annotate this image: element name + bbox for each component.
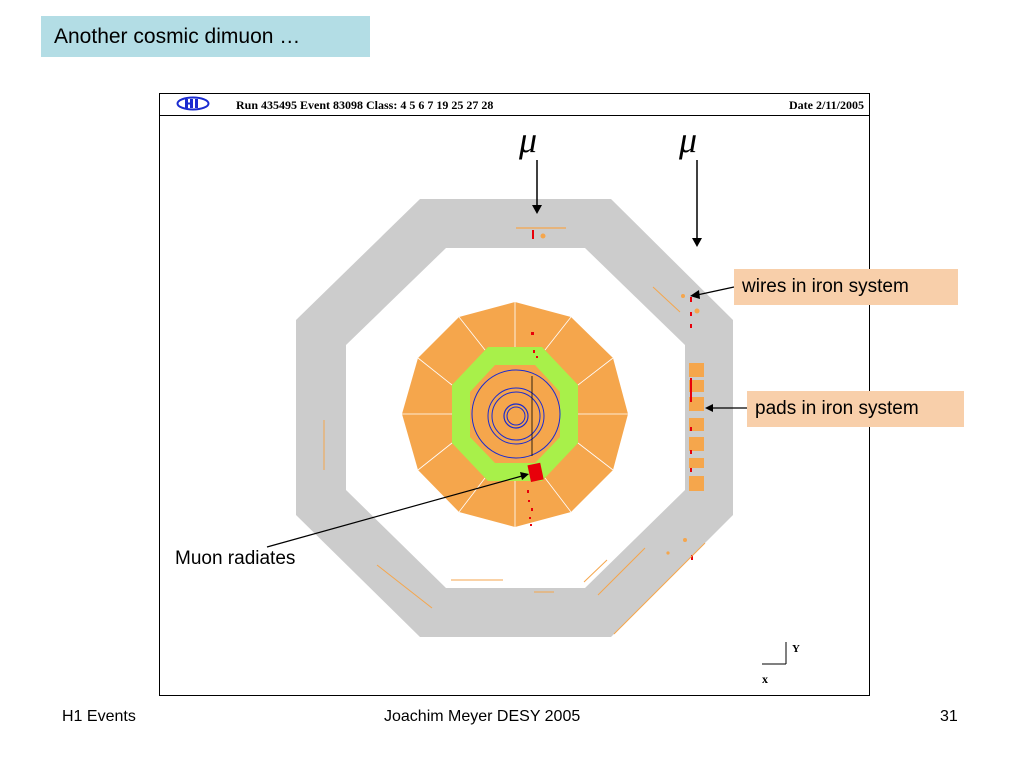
muon-label-left: μ [518, 120, 537, 160]
calorimeter-segment-lines [402, 302, 628, 527]
axis-label-x: x [762, 672, 768, 686]
central-tracker [471, 369, 561, 459]
slide-title: Another cosmic dimuon … [41, 16, 370, 57]
h1-logo-icon [176, 96, 210, 111]
callout-pads-in-iron: pads in iron system [747, 391, 964, 427]
footer-left: H1 Events [62, 708, 136, 725]
iron-wire-strips [323, 420, 706, 635]
muon-label-right: μ [678, 120, 697, 160]
footer-author: Joachim Meyer DESY 2005 [384, 708, 581, 725]
callout-wires-in-iron: wires in iron system [734, 269, 958, 305]
axis-label-y: Y [792, 643, 800, 655]
callout-pointers [266, 286, 747, 548]
iron-hits-right [652, 286, 704, 560]
axes-indicator [762, 642, 787, 665]
muon-radiates-label: Muon radiates [175, 548, 296, 569]
muon-hits-central [527, 332, 544, 526]
page-number: 31 [940, 708, 958, 725]
event-display-header: Run 435495 Event 83098 Class: 4 5 6 7 19… [160, 94, 869, 116]
muon-arrows [532, 160, 702, 247]
lar-calorimeter [402, 302, 628, 527]
run-event-info: Run 435495 Event 83098 Class: 4 5 6 7 19… [236, 98, 494, 112]
iron-hits-top [516, 227, 566, 239]
event-date: Date 2/11/2005 [789, 98, 864, 112]
